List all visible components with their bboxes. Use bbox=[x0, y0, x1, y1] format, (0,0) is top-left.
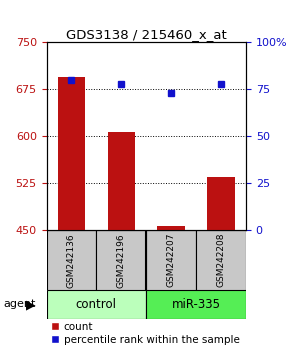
Bar bbox=[108, 132, 135, 230]
Text: ▶: ▶ bbox=[26, 298, 35, 311]
Bar bbox=[46, 290, 146, 319]
Bar bbox=[46, 230, 96, 290]
Title: GDS3138 / 215460_x_at: GDS3138 / 215460_x_at bbox=[66, 28, 226, 41]
Text: GSM242207: GSM242207 bbox=[167, 233, 176, 287]
Legend: count, percentile rank within the sample: count, percentile rank within the sample bbox=[47, 317, 244, 349]
Text: GSM242136: GSM242136 bbox=[67, 233, 76, 287]
Text: GSM242196: GSM242196 bbox=[117, 233, 126, 287]
Text: control: control bbox=[76, 298, 117, 311]
Text: GSM242208: GSM242208 bbox=[217, 233, 226, 287]
Text: miR-335: miR-335 bbox=[172, 298, 220, 311]
Bar bbox=[146, 290, 246, 319]
Bar bbox=[207, 177, 235, 230]
Bar bbox=[58, 77, 85, 230]
Bar bbox=[96, 230, 146, 290]
Bar bbox=[158, 226, 185, 230]
Bar bbox=[146, 230, 196, 290]
Text: agent: agent bbox=[3, 299, 35, 309]
Bar bbox=[196, 230, 246, 290]
